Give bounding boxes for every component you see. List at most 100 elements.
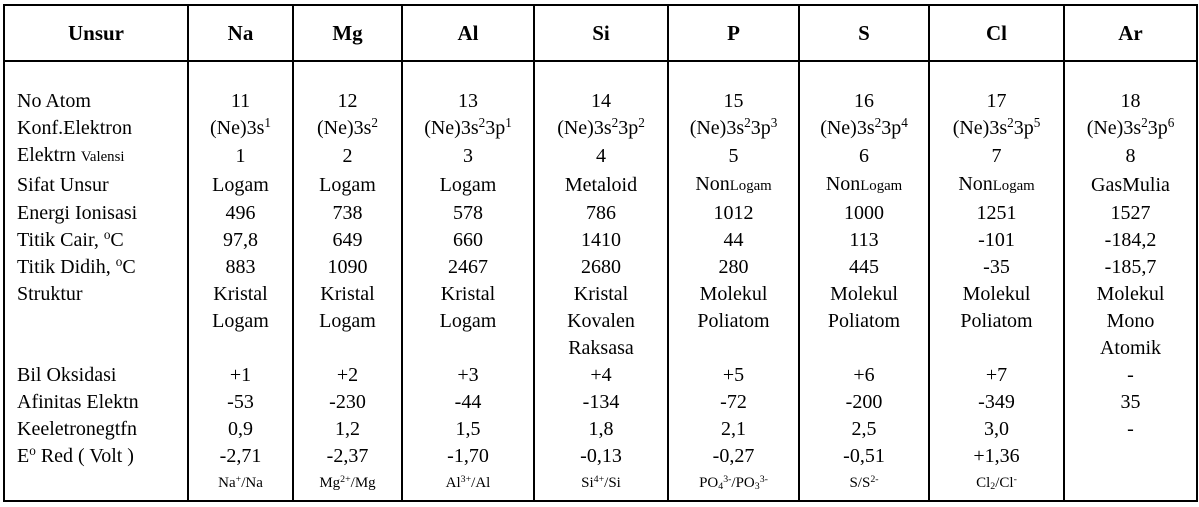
table-cell: Logam [187,308,294,335]
table-cell: -101 [928,227,1065,254]
table-cell: 11 [187,88,294,115]
table-cell: -0,51 [798,443,930,470]
table-cell: Metaloid [533,171,669,200]
table-cell [667,335,800,362]
table-cell: -185,7 [1063,254,1198,281]
table-cell: 35 [1063,389,1198,416]
table-cell: (Ne)3s2 [292,115,403,142]
table-cell [3,497,189,501]
row-label: Sifat Unsur [3,171,189,200]
table-cell: 113 [798,227,930,254]
table-cell: +1 [187,362,294,389]
table-cell: (Ne)3s23p2 [533,115,669,142]
table-row: Energi Ionisasi 496 738 578 786 1012 1000 1251 1… [3,200,1198,227]
table-cell: -349 [928,389,1065,416]
table-cell [292,61,403,88]
table-cell: 8 [1063,142,1198,171]
row-label: Titik Didih, oC [3,254,189,281]
table-row: No Atom 11 12 13 14 15 16 17 18 [3,88,1198,115]
table-filler-row [3,497,1198,501]
table-cell: 786 [533,200,669,227]
table-cell [1063,497,1198,501]
table-cell: Atomik [1063,335,1198,362]
row-label: Struktur [3,281,189,308]
table-cell: (Ne)3s23p6 [1063,115,1198,142]
table-row [3,61,1198,88]
table-cell: Molekul [928,281,1065,308]
table-cell: 18 [1063,88,1198,115]
table-cell: +3 [401,362,535,389]
table-cell: -53 [187,389,294,416]
table-cell: -0,27 [667,443,800,470]
table-cell: Al3+/Al [401,470,535,497]
table-cell: 4 [533,142,669,171]
table-row: Na+/Na Mg2+/Mg Al3+/Al Si4+/Si PO43-/PO33- S/… [3,470,1198,497]
table-cell: 5 [667,142,800,171]
table-cell: 1 [187,142,294,171]
table-cell [667,61,800,88]
table-cell: 3 [401,142,535,171]
table-cell: -1,70 [401,443,535,470]
row-label: Konf.Elektron [3,115,189,142]
table-cell: Kristal [533,281,669,308]
table-cell: (Ne)3s23p4 [798,115,930,142]
table-cell: +1,36 [928,443,1065,470]
table-cell [533,61,669,88]
row-label: Eo Red ( Volt ) [3,443,189,470]
table-cell: +7 [928,362,1065,389]
table-cell: 660 [401,227,535,254]
column-header-unsur: Unsur [3,5,189,62]
table-cell: 17 [928,88,1065,115]
table-cell [1063,443,1198,470]
table-cell: (Ne)3s23p5 [928,115,1065,142]
column-header-cl: Cl [928,5,1065,62]
table-cell: 12 [292,88,403,115]
table-cell: 2680 [533,254,669,281]
table-cell: 1090 [292,254,403,281]
column-header-si: Si [533,5,669,62]
table-cell: 1527 [1063,200,1198,227]
row-label: Keeletronegtfn [3,416,189,443]
table-cell: 13 [401,88,535,115]
row-label: Bil Oksidasi [3,362,189,389]
table-cell: (Ne)3s23p3 [667,115,800,142]
table-cell: -72 [667,389,800,416]
table-cell [292,497,403,501]
table-cell [187,61,294,88]
header-row: Unsur Na Mg Al Si P S Cl Ar [3,5,1198,62]
table-cell: Poliatom [667,308,800,335]
table-cell: 1410 [533,227,669,254]
table-row: Afinitas Elektn -53 -230 -44 -134 -72 -200 -349… [3,389,1198,416]
table-cell [928,61,1065,88]
table-cell: 1,2 [292,416,403,443]
table-cell: NonLogam [667,171,800,200]
table-row: Eo Red ( Volt ) -2,71 -2,37 -1,70 -0,13 -0,27… [3,443,1198,470]
element-properties-table: Unsur Na Mg Al Si P S Cl Ar No Atom 11 12 13 14 15 16… [3,4,1198,502]
row-label: Elektrn Valensi [3,142,189,171]
column-header-mg: Mg [292,5,403,62]
table-cell: - [1063,362,1198,389]
table-cell: Molekul [667,281,800,308]
table-cell: 496 [187,200,294,227]
table-cell: NonLogam [928,171,1065,200]
table-row: Titik Didih, oC 883 1090 2467 2680 280 445 -35-… [3,254,1198,281]
table-cell: 1,8 [533,416,669,443]
table-cell: -134 [533,389,669,416]
table-cell: (Ne)3s1 [187,115,294,142]
table-cell: +5 [667,362,800,389]
table-cell: -184,2 [1063,227,1198,254]
row-label: Afinitas Elektn [3,389,189,416]
table-cell: (Ne)3s23p1 [401,115,535,142]
column-header-al: Al [401,5,535,62]
table-cell: 883 [187,254,294,281]
table-cell: Kristal [187,281,294,308]
table-cell: 3,0 [928,416,1065,443]
table-cell: 280 [667,254,800,281]
table-row: Titik Cair, oC 97,8 649 660 1410 44 113 -101 -18… [3,227,1198,254]
table-cell: 2,1 [667,416,800,443]
table-cell: Na+/Na [187,470,294,497]
row-label [3,61,189,88]
table-cell: 445 [798,254,930,281]
table-cell [798,61,930,88]
table-row: Konf.Elektron (Ne)3s1 (Ne)3s2 (Ne)3s23p1 (Ne… [3,115,1198,142]
